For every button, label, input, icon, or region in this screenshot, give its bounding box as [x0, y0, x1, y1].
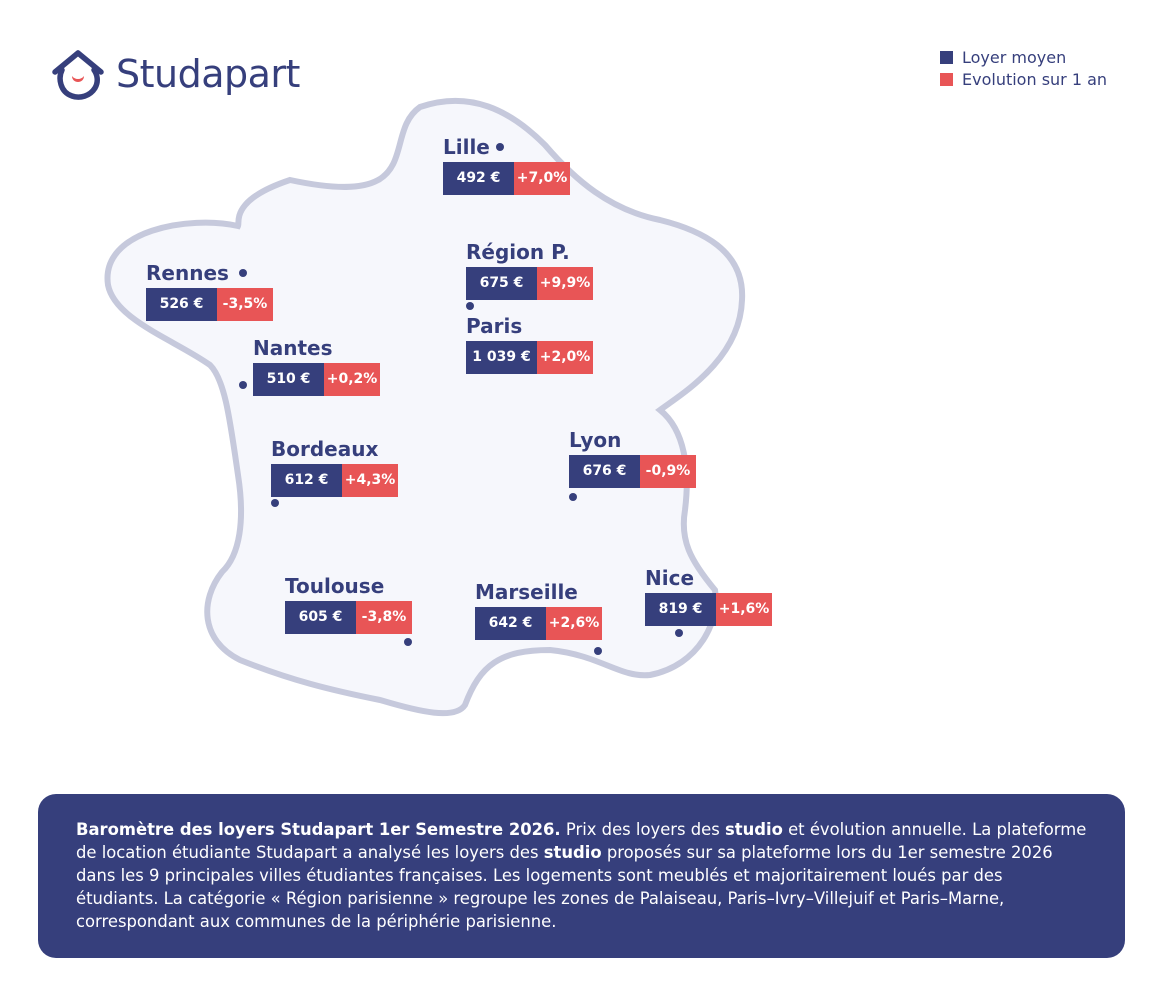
evolution-tag: +9,9%: [537, 267, 593, 300]
city-nantes: Nantes 510 € +0,2%: [253, 337, 380, 396]
rent-tag: 676 €: [569, 455, 640, 488]
city-paris: Paris 1 039 € +2,0%: [466, 315, 593, 374]
rent-tag: 526 €: [146, 288, 217, 321]
legend-label: Evolution sur 1 an: [962, 69, 1108, 89]
toulouse-dot: [404, 638, 412, 646]
rent-tag: 492 €: [443, 162, 514, 195]
house-logo-icon: [52, 50, 104, 100]
evolution-swatch: [940, 72, 953, 86]
rent-swatch: [940, 50, 953, 64]
bordeaux-dot: [271, 499, 279, 507]
info-text: Prix des loyers des: [560, 820, 726, 839]
legend-label: Loyer moyen: [962, 47, 1067, 67]
evolution-tag: +1,6%: [716, 593, 772, 626]
evolution-tag: +2,0%: [537, 341, 593, 374]
france-outline: [104, 97, 746, 717]
city-name: Rennes: [146, 261, 229, 285]
city-name: Lyon: [569, 428, 622, 452]
lille-dot: [496, 143, 504, 151]
brand-name: Studapart: [116, 52, 300, 96]
city-name: Lille: [443, 135, 490, 159]
rent-tag: 675 €: [466, 267, 537, 300]
legend-item-evolution: Evolution sur 1 an: [940, 68, 1107, 90]
city-name: Marseille: [475, 580, 578, 604]
evolution-tag: -3,8%: [356, 601, 412, 634]
city-name: Nantes: [253, 336, 333, 360]
city-toulouse: Toulouse 605 € -3,8%: [285, 575, 412, 634]
marseille-dot: [594, 647, 602, 655]
city-name: Bordeaux: [271, 437, 379, 461]
city-marseille: Marseille 642 € +2,6%: [475, 581, 602, 640]
rent-tag: 605 €: [285, 601, 356, 634]
rent-tag: 1 039 €: [466, 341, 537, 374]
info-panel: Baromètre des loyers Studapart 1er Semes…: [38, 794, 1125, 958]
city-lyon: Lyon 676 € -0,9%: [569, 429, 696, 488]
evolution-tag: -3,5%: [217, 288, 273, 321]
city-nice: Nice 819 € +1,6%: [645, 567, 772, 626]
evolution-tag: -0,9%: [640, 455, 696, 488]
city-region-p: Région P. 675 € +9,9%: [466, 241, 593, 300]
rent-tag: 819 €: [645, 593, 716, 626]
evolution-tag: +7,0%: [514, 162, 570, 195]
info-bold: studio: [725, 820, 783, 839]
nantes-dot: [239, 381, 247, 389]
nice-dot: [675, 629, 683, 637]
evolution-tag: +0,2%: [324, 363, 380, 396]
city-name: Nice: [645, 566, 695, 590]
city-name: Toulouse: [285, 574, 385, 598]
evolution-tag: +2,6%: [546, 607, 602, 640]
rennes-dot: [239, 269, 247, 277]
evolution-tag: +4,3%: [342, 464, 398, 497]
city-name: Région P.: [466, 240, 570, 264]
lyon-dot: [569, 493, 577, 501]
city-rennes: Rennes 526 € -3,5%: [146, 262, 273, 321]
info-bold: studio: [543, 843, 602, 862]
city-lille: Lille 492 € +7,0%: [443, 136, 570, 195]
rent-tag: 612 €: [271, 464, 342, 497]
info-title: Baromètre des loyers Studapart 1er Semes…: [76, 820, 561, 839]
rent-tag: 510 €: [253, 363, 324, 396]
legend-item-rent: Loyer moyen: [940, 46, 1107, 68]
rent-tag: 642 €: [475, 607, 546, 640]
city-bordeaux: Bordeaux 612 € +4,3%: [271, 438, 398, 497]
paris-dot: [466, 302, 474, 310]
city-name: Paris: [466, 314, 523, 338]
info-text: et évolution annuelle. La plateforme de …: [76, 820, 1087, 862]
legend: Loyer moyen Evolution sur 1 an: [940, 46, 1107, 90]
info-text: proposés sur sa plateforme lors du 1er s…: [76, 843, 1053, 931]
studapart-logo: Studapart: [50, 48, 300, 100]
